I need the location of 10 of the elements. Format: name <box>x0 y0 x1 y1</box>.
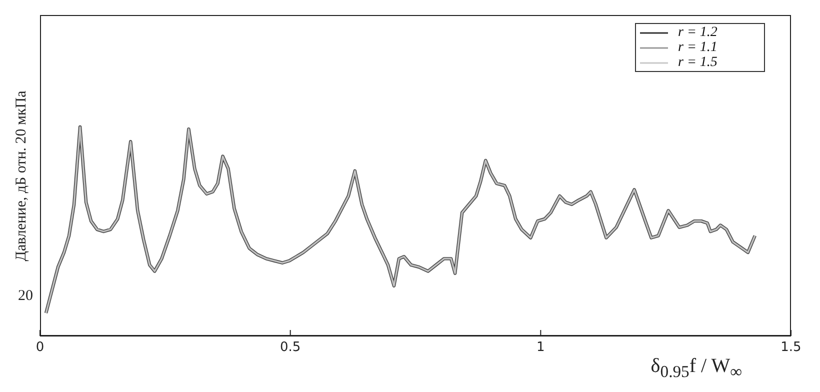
legend-label: r = 1.2 <box>678 25 718 40</box>
y-axis-title: Давление, дБ отн. 20 мкПа <box>14 90 30 261</box>
legend-label: r = 1.1 <box>678 40 718 55</box>
text: 20 <box>18 288 33 305</box>
x-tick-label: 0 <box>36 340 44 356</box>
legend-label: r = 1.5 <box>678 55 718 70</box>
x-tick-label: 0.5 <box>280 340 301 356</box>
x-axis-title: δ$_{0.95}$f / W$_{∞}$ <box>650 355 742 381</box>
x-tick-label: 1.5 <box>780 340 802 356</box>
x-tick-label: 1 <box>536 340 545 356</box>
